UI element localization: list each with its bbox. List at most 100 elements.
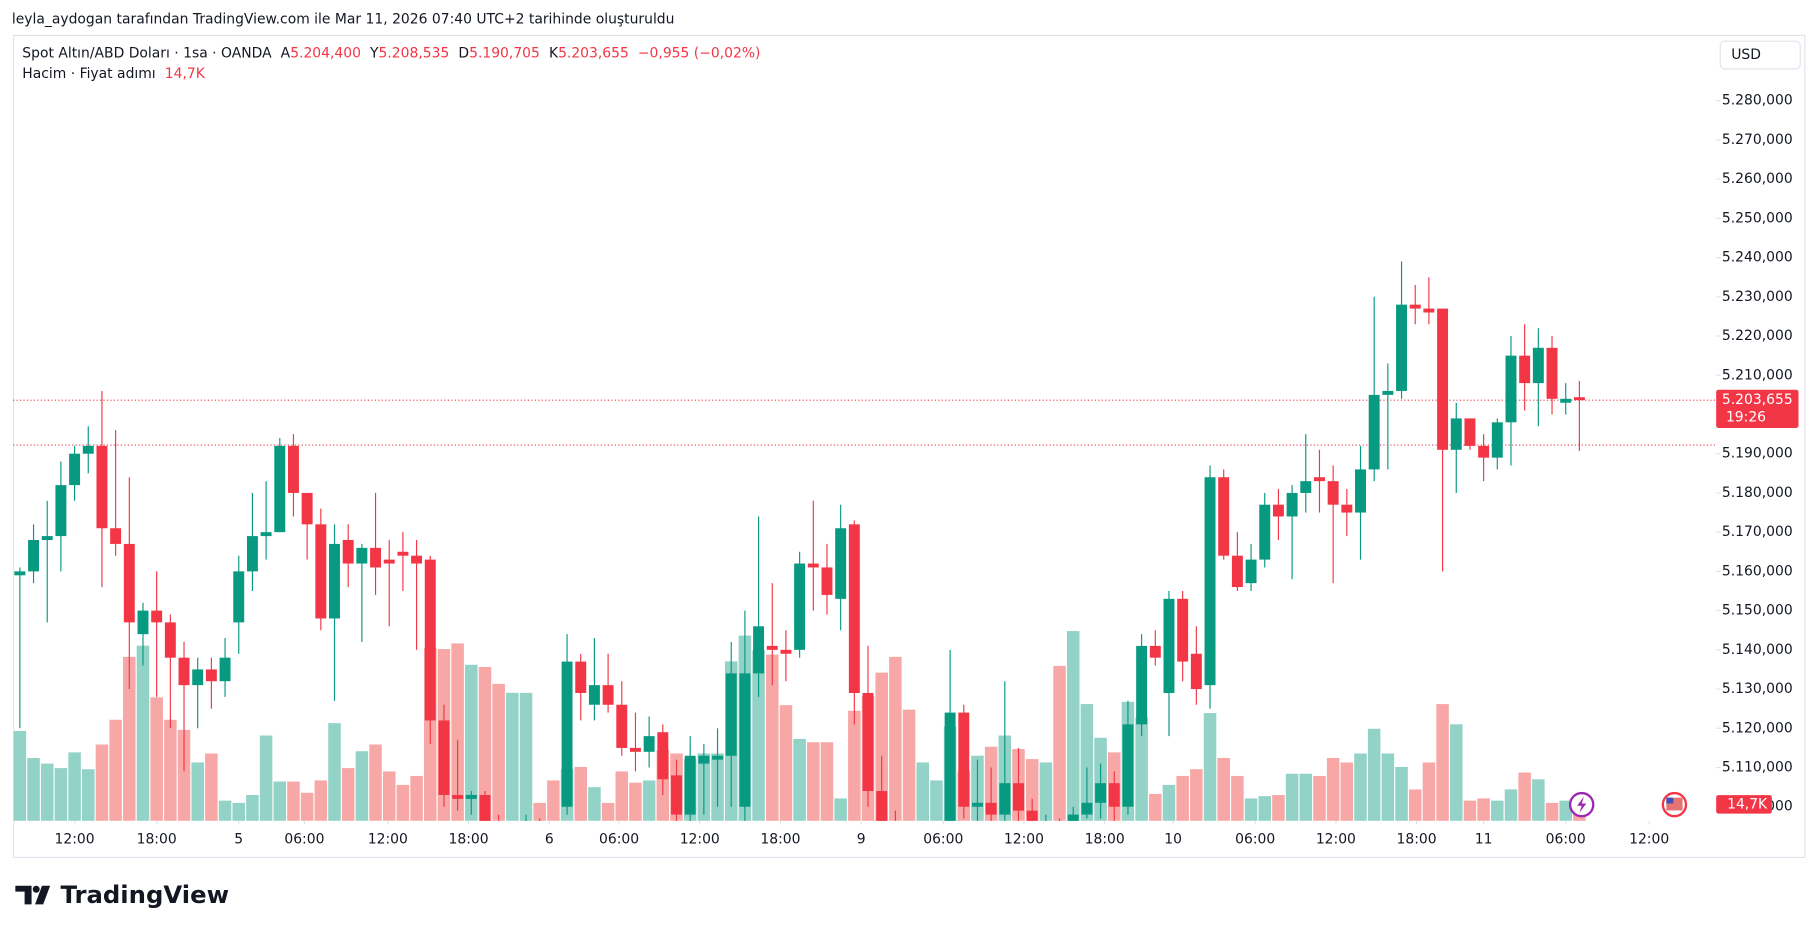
candle-body — [944, 712, 956, 821]
low-key: D — [458, 45, 469, 61]
close-key: K — [549, 45, 559, 61]
candle-body — [246, 536, 258, 572]
volume-bar — [191, 762, 204, 821]
volume-bar — [82, 769, 95, 821]
volume-bar — [902, 709, 916, 821]
volume-bar — [1408, 789, 1422, 821]
candle-body — [739, 673, 751, 807]
volume-badge-label: 14,7K — [1727, 796, 1768, 812]
y-tick-label: 5.120,000 — [1722, 720, 1793, 736]
credit: leyla_aydogan tarafından TradingView.com… — [12, 12, 675, 28]
volume-bar — [1190, 769, 1203, 821]
candle-body — [1355, 469, 1366, 513]
volume-bar — [68, 752, 81, 821]
candle-body — [465, 794, 477, 799]
legend-line-1: Spot Altın/ABD Doları · 1sa · OANDA A5.2… — [22, 45, 760, 61]
volume-bar — [300, 792, 314, 821]
symbol: Spot Altın/ABD Doları · 1sa · OANDA — [22, 45, 272, 61]
volume-bar — [1545, 802, 1559, 821]
candle-body — [192, 669, 204, 686]
volume-bar — [793, 738, 806, 821]
logo-mark — [15, 885, 51, 905]
candle-body — [178, 657, 190, 686]
event-icons — [1568, 791, 1688, 818]
candle-body — [657, 732, 669, 780]
volume-value: 14,7K — [165, 66, 206, 82]
candle-body — [479, 794, 491, 821]
candle-body — [205, 669, 217, 682]
candle-body — [1437, 308, 1449, 450]
candle-body — [725, 673, 737, 756]
volume-bar — [916, 762, 930, 821]
volume-bar — [27, 757, 40, 821]
volume-bar — [1463, 800, 1477, 821]
volume-bar — [848, 710, 861, 821]
candle-body — [876, 791, 888, 821]
volume-bar — [1066, 631, 1080, 821]
candle-body — [1300, 481, 1312, 493]
candle-body — [164, 622, 176, 658]
volume-bar — [1340, 762, 1354, 821]
candle-body — [1218, 477, 1230, 556]
currency-label[interactable]: USD — [1731, 47, 1761, 63]
volume-title: Hacim · Fiyat adımı — [22, 66, 155, 82]
price-lines — [13, 399, 1717, 446]
volume-badge — [1716, 795, 1772, 814]
candle-body — [452, 794, 464, 799]
volume-bar — [1053, 665, 1066, 821]
candle-body — [233, 571, 245, 623]
volume-bar — [123, 656, 136, 821]
volume-bar — [1532, 779, 1545, 821]
volume-bar — [519, 692, 533, 821]
currency-button[interactable] — [1719, 40, 1801, 70]
axes: 5.100,0005.110,0005.120,0005.130,0005.14… — [55, 93, 1799, 847]
candle-body — [69, 453, 81, 486]
volume-bar — [109, 719, 122, 821]
candle-body — [1081, 802, 1093, 815]
candle-body — [342, 540, 354, 564]
x-tick-label: 12:00 — [1316, 831, 1356, 847]
candle-body — [848, 524, 860, 693]
volume-bar — [1135, 717, 1148, 821]
candle-body — [794, 563, 806, 650]
candle-body — [55, 485, 67, 537]
volume-bar — [95, 744, 109, 821]
legend-line-2: Hacim · Fiyat adımı 14,7K — [22, 66, 205, 82]
volume-bar — [875, 672, 888, 821]
candle-body — [41, 536, 53, 541]
volume-bar — [629, 782, 642, 821]
candle-body — [1136, 645, 1148, 725]
high-value: 5.208,535 — [379, 45, 450, 61]
candle-body — [1067, 814, 1079, 821]
volume-bar — [1518, 772, 1531, 821]
volume-bar — [478, 667, 492, 821]
x-tick-label: 12:00 — [680, 831, 720, 847]
candle-body — [1423, 308, 1435, 313]
volume-bar — [54, 768, 68, 821]
candle-body — [110, 528, 122, 544]
volume-bar — [547, 780, 560, 821]
candle-body — [1491, 422, 1503, 458]
candle-body — [370, 547, 382, 568]
volume-bar — [752, 650, 765, 821]
candle-body — [835, 528, 847, 599]
candle-body — [698, 755, 710, 764]
y-tick-label: 5.150,000 — [1722, 603, 1793, 619]
candle-body — [1409, 304, 1421, 309]
candle-body — [971, 802, 983, 807]
candle-body — [438, 720, 450, 795]
candle-body — [985, 802, 997, 815]
candle-body — [1190, 653, 1202, 690]
volume-bar — [13, 731, 27, 821]
x-tick-label: 06:00 — [1546, 831, 1586, 847]
volume-bar — [341, 768, 355, 821]
candle-body — [671, 775, 682, 815]
candle-body — [356, 547, 368, 564]
candle-body — [1163, 598, 1175, 693]
volume-bar — [930, 780, 943, 821]
candle-body — [397, 551, 409, 556]
x-tick-label: 06:00 — [284, 831, 324, 847]
volume-bar — [150, 697, 163, 821]
y-tick-label: 5.170,000 — [1722, 524, 1793, 540]
volume-bar — [1272, 795, 1285, 821]
